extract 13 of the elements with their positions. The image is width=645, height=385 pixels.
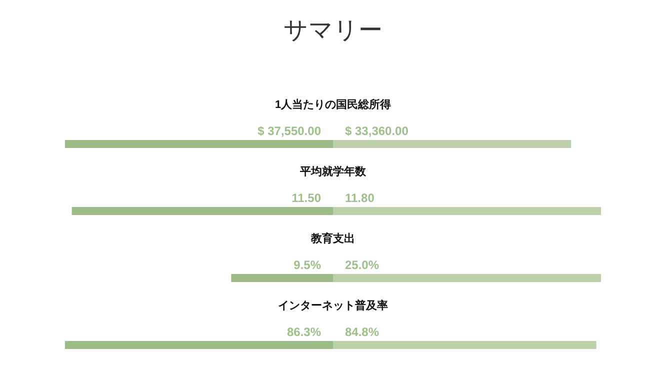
data-label: 11.80 bbox=[345, 191, 375, 205]
chart-title: 1人当たりの国民総所得 bbox=[274, 98, 392, 111]
data-label: $ 33,360.00 bbox=[345, 124, 409, 138]
data-label: 86.3% bbox=[286, 325, 322, 339]
data-label: 9.5% bbox=[294, 258, 322, 272]
data-label: 84.8% bbox=[345, 325, 380, 339]
text: サマリー bbox=[284, 17, 382, 44]
chart-title: 教育支出 bbox=[310, 232, 355, 245]
chart-title: インターネット普及率 bbox=[278, 299, 388, 312]
chart-title: 平均就学年数 bbox=[299, 165, 367, 178]
data-label: $ 37,550.00 bbox=[258, 124, 322, 138]
data-label: 25.0% bbox=[345, 258, 380, 272]
data-label: 11.50 bbox=[292, 191, 322, 205]
